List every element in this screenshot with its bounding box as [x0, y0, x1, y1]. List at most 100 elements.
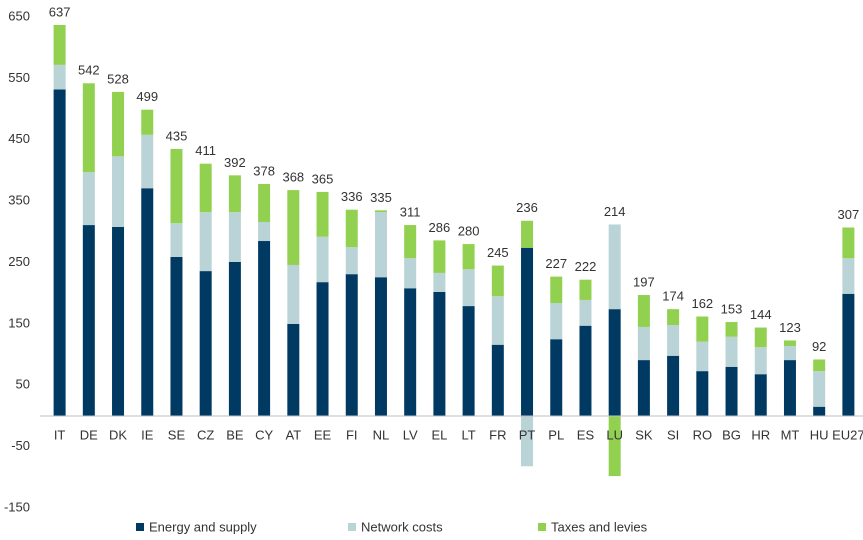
- bar-segment: [667, 309, 680, 326]
- total-label: 153: [721, 301, 743, 316]
- bar-segment: [345, 274, 358, 416]
- total-label: 245: [487, 245, 509, 260]
- bar-segment: [813, 359, 826, 372]
- x-tick-label: BE: [226, 427, 244, 442]
- y-tick-label: 150: [8, 315, 30, 330]
- bar-segment: [462, 244, 475, 270]
- bar-segment: [404, 225, 417, 259]
- x-tick-label: CY: [255, 427, 273, 442]
- bar-segment: [579, 299, 592, 326]
- bar-segment: [170, 256, 183, 416]
- bar-segment: [112, 156, 125, 227]
- bar-segment: [258, 241, 271, 416]
- x-tick-label: HR: [751, 427, 770, 442]
- bar-segment: [141, 134, 154, 189]
- bar-segment: [199, 271, 212, 416]
- bar-segment: [783, 340, 796, 346]
- bar-segment: [842, 227, 855, 259]
- total-label: 528: [107, 71, 129, 86]
- bar-segment: [754, 374, 767, 416]
- x-tick-label: RO: [693, 427, 713, 442]
- bar-segment: [725, 366, 738, 416]
- bar-segment: [82, 83, 95, 173]
- bar-segment: [141, 109, 154, 135]
- x-tick-label: EU27: [832, 427, 863, 442]
- bar-segment: [667, 325, 680, 356]
- bar-segment: [637, 360, 650, 416]
- x-tick-label: LU: [606, 427, 623, 442]
- x-tick-label: CZ: [197, 427, 214, 442]
- bar-segment: [491, 296, 504, 345]
- bar-segment: [725, 336, 738, 367]
- total-label: 365: [312, 171, 334, 186]
- x-tick-label: DK: [109, 427, 127, 442]
- bar-segment: [783, 360, 796, 416]
- total-label: 92: [812, 339, 826, 354]
- bar-segment: [228, 212, 241, 262]
- x-tick-label: LT: [461, 427, 475, 442]
- bar-segment: [433, 291, 446, 416]
- legend-label: Network costs: [361, 519, 443, 534]
- x-tick-label: IT: [54, 427, 66, 442]
- total-label: 499: [136, 89, 158, 104]
- bar-segment: [696, 341, 709, 372]
- bar-segment: [112, 226, 125, 416]
- total-label: 236: [516, 200, 538, 215]
- total-label: 378: [253, 163, 275, 178]
- y-tick-label: -150: [4, 499, 30, 514]
- bar-segment: [667, 355, 680, 416]
- total-label: 227: [545, 256, 567, 271]
- bar-segment: [170, 223, 183, 257]
- bar-segment: [345, 247, 358, 275]
- bar-segment: [170, 148, 183, 224]
- legend-swatch: [136, 523, 144, 531]
- bar-segment: [696, 371, 709, 416]
- bar-segment: [842, 258, 855, 294]
- total-label: 411: [195, 143, 216, 158]
- total-label: 311: [400, 204, 421, 219]
- x-tick-label: EE: [314, 427, 332, 442]
- bar-segment: [316, 282, 329, 416]
- bar-segment: [637, 326, 650, 361]
- x-tick-label: FI: [346, 427, 358, 442]
- y-tick-label: 250: [8, 254, 30, 269]
- x-tick-label: PL: [548, 427, 564, 442]
- bar-segment: [82, 172, 95, 226]
- x-tick-label: NL: [373, 427, 390, 442]
- bar-segment: [199, 212, 212, 272]
- x-tick-label: ES: [577, 427, 595, 442]
- legend-swatch: [538, 523, 546, 531]
- bar-segment: [608, 309, 621, 416]
- total-label: 123: [779, 320, 801, 335]
- bar-segment: [608, 415, 621, 477]
- bar-segment: [53, 24, 66, 65]
- x-tick-label: FR: [489, 427, 506, 442]
- total-label: 307: [838, 207, 860, 222]
- total-label: 637: [49, 4, 71, 19]
- bar-segment: [141, 188, 154, 416]
- bar-segment: [813, 371, 826, 407]
- bar-segment: [813, 406, 826, 416]
- bar-segment: [228, 261, 241, 416]
- bar-segment: [491, 265, 504, 297]
- bar-segment: [433, 240, 446, 273]
- bar-segment: [404, 288, 417, 416]
- y-tick-label: 550: [8, 70, 30, 85]
- x-tick-label: MT: [781, 427, 800, 442]
- total-label: 335: [370, 190, 392, 205]
- x-tick-label: PT: [519, 427, 536, 442]
- legend-label: Energy and supply: [149, 519, 257, 534]
- bar-segment: [53, 64, 66, 90]
- bar-segment: [374, 277, 387, 416]
- legend-swatch: [348, 523, 356, 531]
- y-tick-label: -50: [11, 438, 30, 453]
- y-tick-label: 650: [8, 8, 30, 23]
- bar-segment: [287, 264, 300, 324]
- bar-segment: [462, 306, 475, 416]
- bar-segment: [316, 191, 329, 237]
- bar-segment: [287, 323, 300, 416]
- bar-segment: [258, 183, 271, 222]
- bar-segment: [725, 322, 738, 337]
- bar-segment: [842, 293, 855, 416]
